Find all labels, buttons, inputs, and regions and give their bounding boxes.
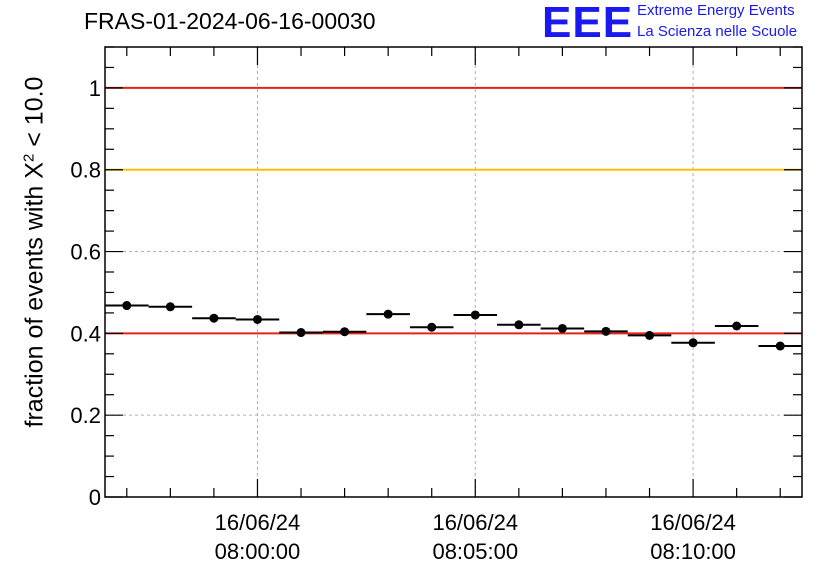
y-tick-label: 0.8 — [70, 158, 101, 183]
data-point — [775, 341, 785, 351]
data-point — [688, 338, 698, 348]
eee-logo: EEE Extreme Energy Events La Scienza nel… — [542, 0, 832, 46]
data-point — [732, 321, 742, 331]
y-tick-label: 0.4 — [70, 321, 101, 346]
data-point — [427, 322, 437, 332]
logo-tagline-1: Extreme Energy Events — [637, 2, 795, 19]
data-point — [601, 326, 611, 336]
data-point — [296, 328, 306, 338]
data-point — [514, 320, 524, 330]
data-point — [645, 330, 655, 340]
x-tick-label-time: 08:00:00 — [215, 539, 301, 564]
data-point — [470, 310, 480, 320]
y-tick-label: 0 — [89, 485, 101, 510]
logo-mark: EEE — [542, 0, 634, 47]
x-tick-label-date: 16/06/24 — [650, 510, 736, 535]
data-point — [383, 309, 393, 319]
data-point — [209, 313, 219, 323]
y-tick-label: 1 — [89, 76, 101, 101]
data-point — [165, 302, 175, 312]
data-point — [557, 323, 567, 333]
x-tick-label-date: 16/06/24 — [432, 510, 518, 535]
x-tick-label-time: 08:10:00 — [650, 539, 736, 564]
x-tick-label-date: 16/06/24 — [215, 510, 301, 535]
chart-title: FRAS-01-2024-06-16-00030 — [84, 8, 376, 34]
data-point — [252, 314, 262, 324]
y-tick-label: 0.2 — [70, 403, 101, 428]
x-tick-label-time: 08:05:00 — [432, 539, 518, 564]
y-tick-label: 0.6 — [70, 240, 101, 265]
logo-tagline-2: La Scienza nelle Scuole — [637, 23, 798, 40]
data-point — [340, 327, 350, 337]
data-point — [122, 301, 132, 311]
plot-frame — [104, 46, 803, 498]
